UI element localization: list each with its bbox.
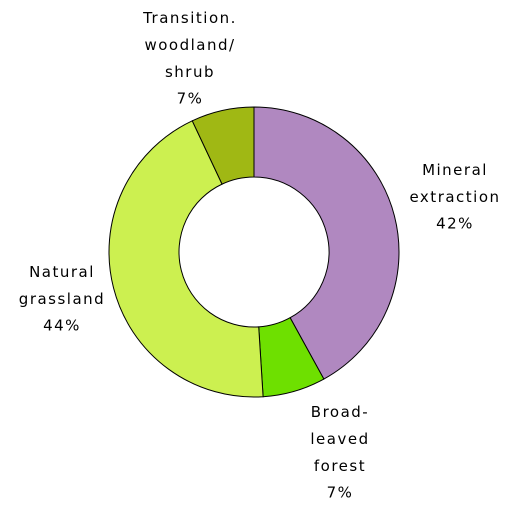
- slice-label: Mineral extraction: [409, 161, 500, 206]
- donut-slice: [253, 106, 400, 380]
- value-label: 42%: [436, 215, 474, 233]
- slice-label: Natural grassland: [19, 263, 105, 308]
- donut-slice: [108, 120, 264, 398]
- donut-slice: [191, 106, 255, 185]
- slice-label: Broad-leaved forest: [310, 403, 369, 475]
- value-label: 7%: [177, 90, 204, 108]
- value-label: 44%: [43, 317, 81, 335]
- slice-label: Transition. woodland/shrub: [142, 9, 237, 81]
- value-label: 7%: [327, 484, 354, 502]
